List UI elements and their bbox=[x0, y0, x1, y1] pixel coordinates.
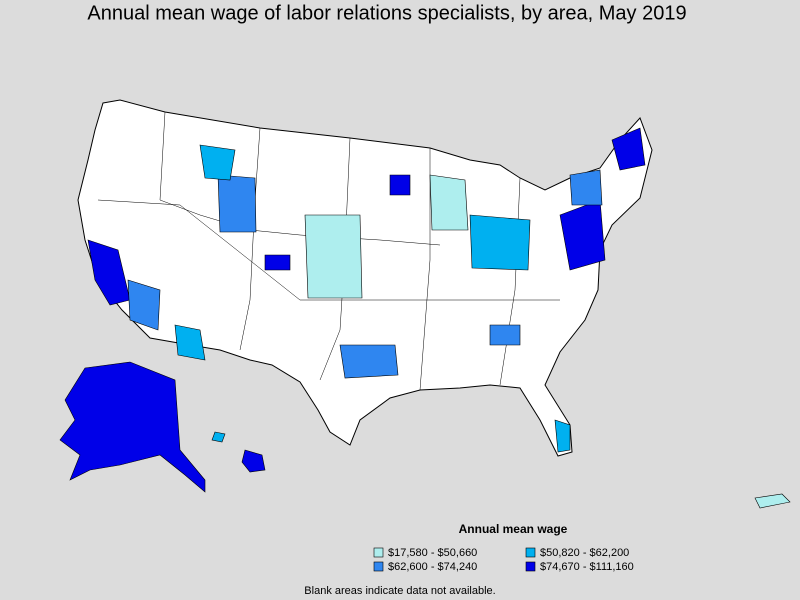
state-border bbox=[239, 127, 261, 351]
state-border bbox=[419, 148, 431, 391]
area-region bbox=[87, 239, 131, 306]
legend-title: Annual mean wage bbox=[459, 522, 568, 536]
area-region bbox=[429, 174, 469, 231]
legend-swatch bbox=[525, 561, 536, 572]
area-region bbox=[489, 324, 521, 346]
puerto-rico bbox=[754, 493, 791, 509]
map-title: Annual mean wage of labor relations spec… bbox=[87, 2, 686, 24]
area-region bbox=[199, 144, 236, 181]
area-region bbox=[264, 254, 291, 271]
area-region bbox=[389, 174, 411, 196]
legend-swatch bbox=[373, 561, 384, 572]
footnote: Blank areas indicate data not available. bbox=[304, 585, 495, 597]
hawaii bbox=[241, 449, 266, 473]
area-region bbox=[304, 214, 363, 299]
area-region bbox=[611, 127, 646, 171]
area-region bbox=[554, 419, 571, 453]
hawaii bbox=[211, 431, 226, 443]
legend-label: $50,820 - $62,200 bbox=[540, 547, 629, 559]
state-border bbox=[499, 177, 521, 386]
legend: $17,580 - $50,660 $50,820 - $62,200 $62,60… bbox=[373, 547, 634, 573]
legend-label: $74,670 - $111,160 bbox=[540, 561, 634, 573]
area-region bbox=[217, 174, 257, 233]
alaska bbox=[59, 361, 206, 493]
area-region bbox=[127, 279, 161, 331]
area-region bbox=[339, 344, 399, 379]
legend-swatch bbox=[525, 547, 536, 558]
legend-swatch bbox=[373, 547, 384, 558]
state-border bbox=[97, 199, 560, 301]
legend-label: $17,580 - $50,660 bbox=[388, 547, 477, 559]
area-region bbox=[569, 169, 603, 206]
legend-label: $62,600 - $74,240 bbox=[388, 561, 477, 573]
area-region bbox=[174, 324, 206, 361]
area-region bbox=[469, 214, 531, 271]
